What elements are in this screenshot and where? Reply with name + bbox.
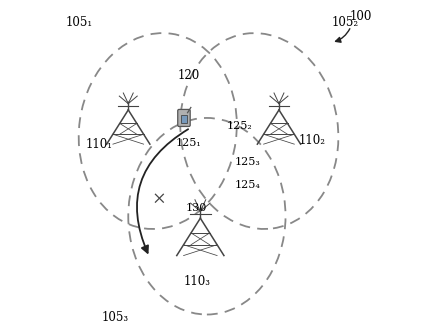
Text: 110₁: 110₁ (86, 138, 113, 151)
Text: 105₂: 105₂ (331, 16, 359, 30)
Text: 125₄: 125₄ (235, 180, 260, 190)
Bar (181, 115, 187, 123)
Text: 110₃: 110₃ (184, 275, 211, 288)
Text: 125₃: 125₃ (235, 157, 260, 167)
Text: 120: 120 (177, 69, 200, 82)
Text: 105₁: 105₁ (66, 16, 93, 30)
Text: 105₃: 105₃ (102, 311, 129, 324)
Text: 125₁: 125₁ (176, 137, 202, 148)
FancyBboxPatch shape (178, 110, 190, 127)
FancyArrowPatch shape (336, 29, 350, 42)
Text: 130: 130 (186, 203, 207, 213)
Text: 125₂: 125₂ (227, 121, 252, 131)
Text: 110₂: 110₂ (299, 134, 326, 147)
Text: 100: 100 (350, 10, 372, 23)
FancyArrowPatch shape (137, 129, 188, 253)
